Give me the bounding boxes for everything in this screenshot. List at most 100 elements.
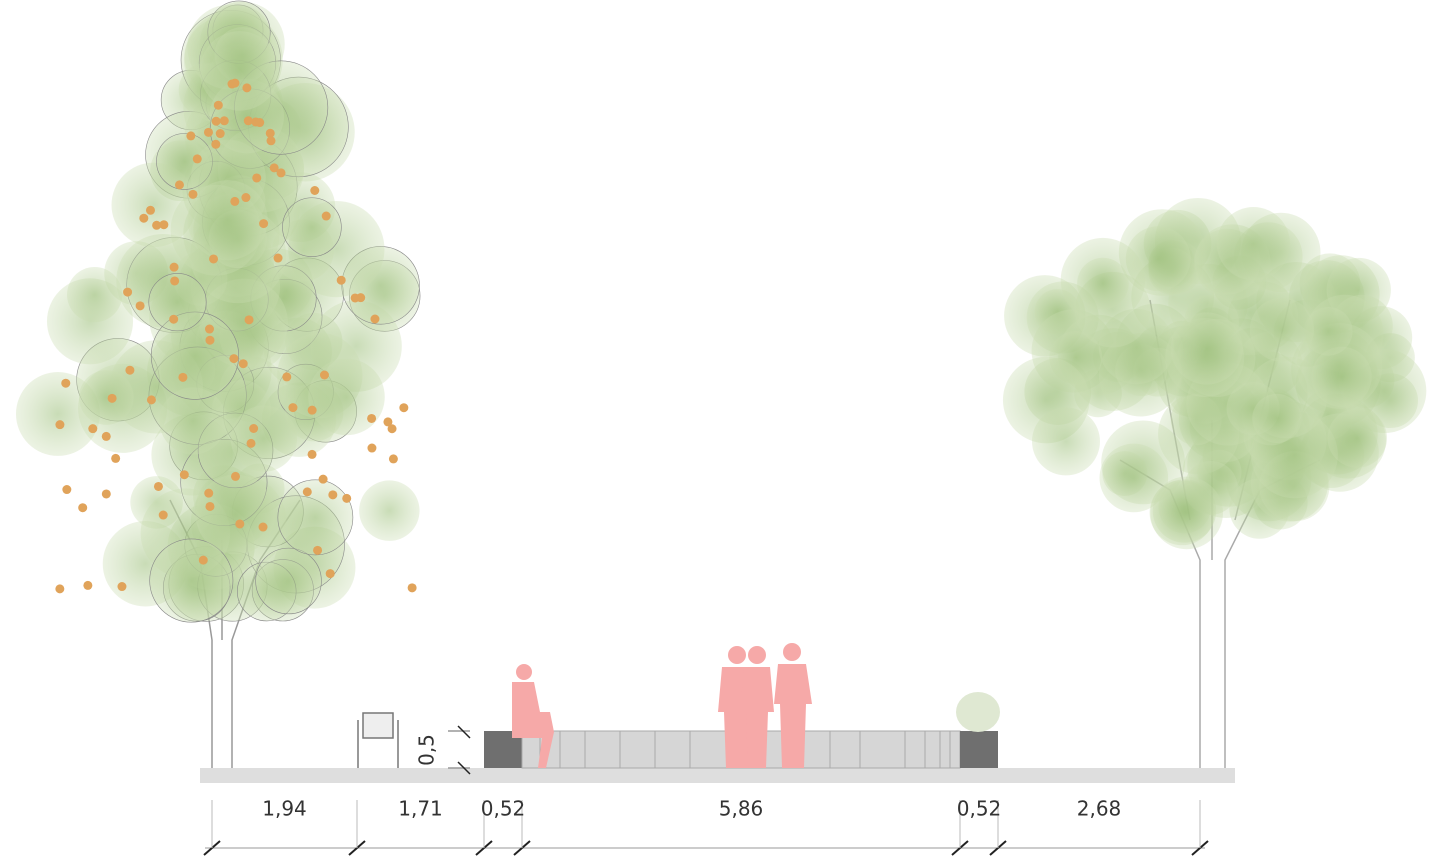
- dimension-label: 1,71: [398, 797, 443, 821]
- leaf-cluster: [195, 474, 276, 555]
- blossom: [325, 569, 335, 579]
- blossom: [387, 424, 397, 434]
- blossom: [302, 487, 312, 497]
- blossom: [249, 423, 259, 433]
- blossom: [186, 131, 196, 141]
- blossom: [407, 583, 417, 593]
- leaf-cluster: [149, 538, 234, 623]
- leaf-cluster: [15, 372, 100, 456]
- leaf-cluster: [1170, 312, 1243, 385]
- leaf-cluster: [1150, 476, 1224, 550]
- blossom: [266, 136, 276, 146]
- blossom: [204, 324, 214, 334]
- blossom: [169, 314, 179, 324]
- blossom: [213, 100, 223, 110]
- blossom: [101, 431, 111, 441]
- blossom: [307, 449, 317, 459]
- blossom: [209, 254, 219, 264]
- blossom: [241, 193, 251, 203]
- dimension-label: 2,68: [1077, 797, 1122, 821]
- leaf-cluster: [1216, 207, 1291, 281]
- blossom: [78, 503, 88, 513]
- leaf-cluster: [359, 480, 420, 541]
- blossom: [83, 580, 93, 590]
- bin: [357, 712, 399, 768]
- blossom: [328, 490, 338, 500]
- blossom: [383, 417, 393, 427]
- dimension-line: [203, 800, 1209, 856]
- leaf-cluster: [255, 547, 322, 615]
- blossom: [178, 372, 188, 382]
- blossom: [313, 545, 323, 555]
- leaf-cluster: [1327, 408, 1388, 468]
- left-tree: [15, 0, 421, 768]
- blossom: [205, 335, 215, 345]
- blossom: [123, 287, 133, 297]
- leaf-cluster: [1249, 297, 1314, 362]
- blossom: [310, 186, 320, 196]
- blossom: [246, 438, 256, 448]
- blossom: [135, 301, 145, 311]
- blossom: [211, 139, 221, 149]
- blossom: [231, 471, 241, 481]
- blossom: [219, 116, 229, 126]
- blossom: [170, 276, 180, 286]
- blossom: [238, 359, 248, 369]
- blossom: [61, 378, 71, 388]
- leaf-cluster: [277, 479, 354, 556]
- blossom: [101, 489, 111, 499]
- blossom: [252, 173, 262, 183]
- height-label: 0,5: [415, 734, 439, 766]
- ground: [200, 768, 1235, 783]
- blossom: [356, 293, 366, 303]
- leaf-cluster: [1077, 257, 1129, 310]
- leaf-cluster: [148, 273, 207, 332]
- blossom: [243, 116, 253, 126]
- blossom: [203, 127, 213, 137]
- blossom: [388, 454, 398, 464]
- blossom: [88, 424, 98, 434]
- blossom: [229, 354, 239, 364]
- blossom: [62, 485, 72, 495]
- leaf-cluster: [187, 180, 268, 261]
- blossom: [235, 519, 245, 529]
- blossom: [145, 205, 155, 215]
- blossom: [265, 128, 275, 138]
- blossom: [258, 522, 268, 532]
- blossom: [370, 314, 380, 324]
- blossom: [55, 420, 65, 430]
- blossom: [367, 443, 377, 453]
- dimension-label: 1,94: [262, 797, 307, 821]
- dimension-label: 5,86: [719, 797, 764, 821]
- leaf-cluster: [67, 266, 123, 323]
- blossom: [159, 220, 169, 230]
- blossom: [269, 163, 279, 173]
- leaf-cluster: [230, 405, 298, 472]
- people: [512, 643, 812, 768]
- blossom: [205, 501, 215, 511]
- height-dimension: [448, 725, 471, 775]
- blossom: [321, 211, 331, 221]
- blossom: [188, 189, 198, 199]
- leaf-cluster: [282, 197, 342, 257]
- blossom: [273, 253, 283, 263]
- dimension-label: 0,52: [481, 797, 526, 821]
- leaf-cluster: [1099, 443, 1169, 513]
- blossom: [55, 584, 65, 594]
- blossom: [125, 365, 135, 375]
- leaf-cluster: [78, 370, 134, 425]
- blossom: [342, 493, 352, 503]
- blossom: [367, 413, 377, 423]
- leaf-cluster: [1252, 393, 1302, 444]
- blossom: [204, 488, 214, 498]
- blossom: [399, 403, 409, 413]
- blossom: [242, 83, 252, 93]
- blossom: [230, 196, 240, 206]
- blossom: [174, 180, 184, 190]
- blossom: [307, 405, 317, 415]
- blossom: [179, 470, 189, 480]
- blossom: [288, 403, 298, 413]
- leaf-cluster: [308, 358, 385, 436]
